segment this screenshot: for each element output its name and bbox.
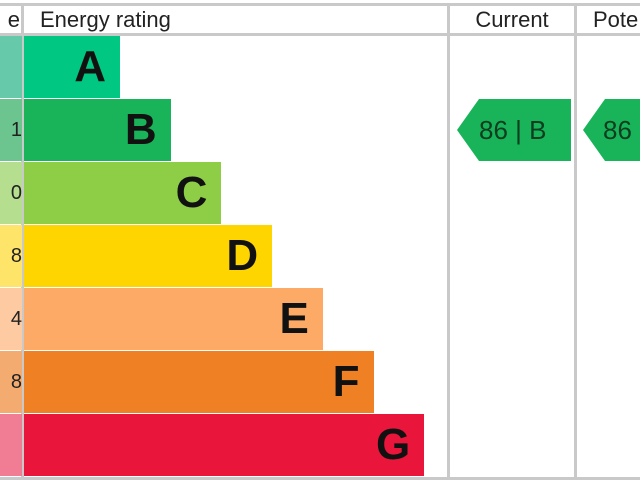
score-cell-c: 0	[0, 162, 22, 224]
grid-line	[447, 3, 450, 480]
header-potential: Pote	[593, 7, 639, 32]
potential-rating-arrow: 86	[583, 99, 640, 161]
score-cell-g	[0, 414, 22, 476]
score-cell-b: 1	[0, 99, 22, 161]
grid-line	[0, 33, 640, 36]
current-rating-label: 86 | B	[479, 115, 547, 145]
rating-bar-b: B	[24, 99, 171, 161]
grid-line	[574, 3, 577, 480]
rating-bar-f: F	[24, 351, 374, 413]
arrow-shape	[457, 99, 571, 161]
rating-bar-e: E	[24, 288, 323, 350]
score-cell-f: 8	[0, 351, 22, 413]
header-current: Current	[475, 7, 549, 32]
score-cell-a	[0, 36, 22, 98]
potential-rating-label: 86	[603, 115, 632, 145]
rating-bar-d: D	[24, 225, 273, 287]
rating-bar-g: G	[24, 414, 425, 476]
header-energy-rating: Energy rating	[40, 7, 171, 32]
grid-line	[0, 477, 640, 480]
score-cell-e: 4	[0, 288, 22, 350]
score-cell-d: 8	[0, 225, 22, 287]
grid-line	[0, 3, 640, 6]
arrow-shape	[583, 99, 640, 161]
rating-bar-c: C	[24, 162, 222, 224]
grid-line	[21, 3, 24, 480]
header-score: e	[7, 7, 20, 32]
rating-bar-a: A	[24, 36, 120, 98]
current-rating-arrow: 86 | B	[457, 99, 571, 161]
